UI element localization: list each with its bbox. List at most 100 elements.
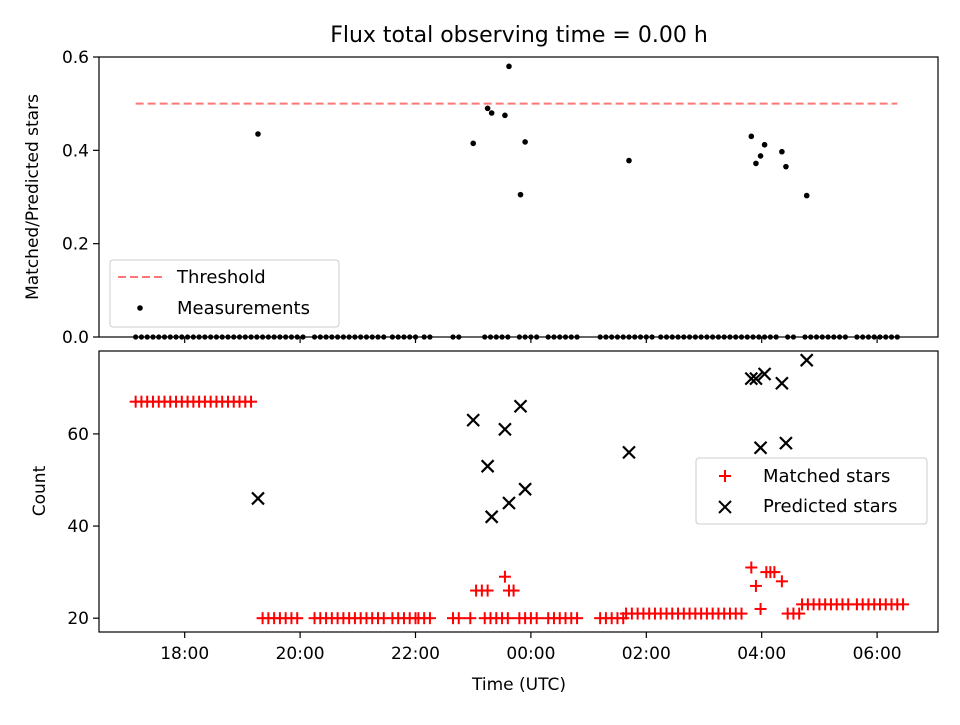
predicted-star-marker-b xyxy=(466,413,480,427)
predicted-star-marker xyxy=(484,510,499,524)
matched-star-marker xyxy=(749,579,762,592)
measurement-point xyxy=(517,191,524,198)
bottom-data-layer xyxy=(129,353,910,625)
top-data-layer xyxy=(133,63,900,340)
measurement-point xyxy=(488,110,495,116)
measurement-point xyxy=(502,112,508,119)
x-tick-label: 00:00 xyxy=(506,644,555,664)
predicted-star-marker-b xyxy=(775,376,789,391)
matched-star-marker xyxy=(498,570,511,583)
predicted-star-marker xyxy=(799,353,814,367)
predicted-star-marker-b xyxy=(779,436,793,450)
matched-star-marker xyxy=(452,612,465,625)
predicted-star-marker-b xyxy=(513,399,528,414)
top-panel: 0.0 0.2 0.4 0.6 Matched/Predicted stars Thr… xyxy=(23,48,939,348)
top-y-axis-label: Matched/Predicted stars xyxy=(23,94,43,300)
matched-star-marker xyxy=(423,612,436,625)
matched-star-marker xyxy=(530,612,543,625)
predicted-star-marker xyxy=(753,440,768,455)
measurement-point xyxy=(470,140,477,147)
matched-star-marker xyxy=(735,607,748,620)
top-legend-box xyxy=(109,259,340,328)
predicted-star-marker-b xyxy=(749,371,763,386)
x-tick-label: 20:00 xyxy=(276,644,325,664)
predicted-star-marker xyxy=(749,371,763,386)
y-tick-label: 0.2 xyxy=(62,235,89,255)
predicted-star-marker-b xyxy=(484,510,499,524)
predicted-star-marker xyxy=(498,422,512,437)
predicted-star-marker xyxy=(518,482,532,496)
measurement-point xyxy=(779,148,785,155)
x-axis-label: Time (UTC) xyxy=(471,675,566,695)
legend-predicted-label: Predicted stars xyxy=(763,496,897,517)
predicted-star-marker xyxy=(779,436,793,450)
top-y-ticks: 0.0 0.2 0.4 0.6 xyxy=(62,48,99,348)
matched-star-marker xyxy=(245,395,258,408)
predicted-star-marker xyxy=(622,445,636,460)
predicted-star-marker-b xyxy=(518,482,532,496)
matched-star-marker xyxy=(775,575,788,588)
y-tick-label: 20 xyxy=(67,609,89,629)
matched-star-marker xyxy=(464,612,477,625)
matched-star-marker xyxy=(571,612,584,625)
predicted-star-marker-b xyxy=(753,440,768,455)
y-tick-label: 0.0 xyxy=(62,328,89,348)
x-tick-label: 02:00 xyxy=(622,644,671,664)
y-tick-label: 40 xyxy=(67,517,89,537)
predicted-star-marker-b xyxy=(799,353,814,367)
matched-star-marker xyxy=(745,561,758,574)
x-tick-label: 18:00 xyxy=(160,644,209,664)
predicted-star-marker-b xyxy=(480,459,495,473)
bottom-axes-frame xyxy=(98,350,939,633)
matched-star-marker xyxy=(768,566,781,579)
bottom-legend: Matched stars Predicted stars xyxy=(695,457,928,525)
x-tick-label: 22:00 xyxy=(391,644,440,664)
bottom-y-axis-label: Count xyxy=(30,465,50,516)
measurement-point xyxy=(748,133,755,140)
measurement-point xyxy=(803,192,810,199)
matched-star-marker xyxy=(291,612,304,625)
predicted-star-marker xyxy=(757,367,772,381)
legend-measurements-swatch xyxy=(137,305,143,311)
matched-star-marker xyxy=(793,607,806,620)
predicted-star-marker xyxy=(744,371,759,386)
predicted-star-marker-b xyxy=(502,496,516,510)
matched-star-marker xyxy=(507,584,520,597)
measurement-point xyxy=(522,139,528,145)
predicted-star-marker xyxy=(513,399,528,414)
measurement-point xyxy=(761,141,768,148)
predicted-star-marker-b xyxy=(251,491,265,506)
predicted-star-marker-b xyxy=(744,371,759,386)
measurement-point xyxy=(783,163,789,170)
matched-star-marker xyxy=(754,602,767,615)
predicted-star-marker-b xyxy=(757,367,772,381)
y-tick-label: 60 xyxy=(67,425,89,445)
measurement-point xyxy=(255,131,261,137)
predicted-star-marker-b xyxy=(498,422,512,437)
top-legend: Threshold Measurements xyxy=(109,259,340,328)
top-x-ticks xyxy=(184,337,878,343)
measurement-point xyxy=(506,63,512,70)
measurement-point xyxy=(753,160,759,167)
legend-matched-swatch xyxy=(719,470,731,482)
bottom-x-ticks: 18:00 20:00 22:00 00:00 02:00 04:00 06:00 xyxy=(160,632,902,664)
matched-star-marker xyxy=(481,584,494,597)
predicted-star-marker-b xyxy=(622,445,636,460)
bottom-y-ticks: 20 40 60 xyxy=(67,425,99,629)
measurement-point xyxy=(757,153,764,159)
predicted-star-marker xyxy=(466,413,480,427)
legend-threshold-label: Threshold xyxy=(176,267,266,288)
y-tick-label: 0.6 xyxy=(62,48,89,68)
predicted-star-marker xyxy=(775,376,789,391)
bottom-legend-box xyxy=(695,457,928,525)
bottom-panel: 20 40 60 18:00 20:00 22:00 00:00 02:00 04:00 06:… xyxy=(30,350,939,695)
measurement-point xyxy=(626,157,632,164)
x-tick-label: 06:00 xyxy=(853,644,902,664)
y-tick-label: 0.4 xyxy=(62,141,89,161)
matched-star-marker xyxy=(412,612,425,625)
x-tick-label: 04:00 xyxy=(737,644,786,664)
predicted-star-marker xyxy=(502,496,516,510)
